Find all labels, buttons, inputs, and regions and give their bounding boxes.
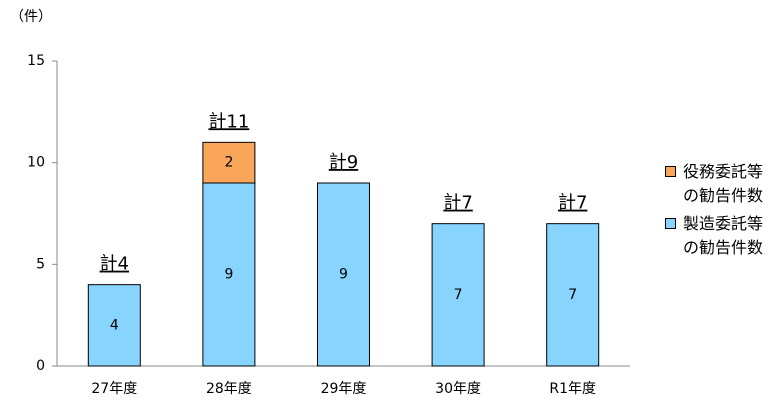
legend: 役務委託等の勧告件数 製造委託等の勧告件数 bbox=[665, 160, 765, 264]
bar-segment bbox=[431, 223, 485, 367]
total-label: 計9 bbox=[329, 152, 358, 173]
bar-segment bbox=[317, 182, 370, 367]
y-tick-label: 10 bbox=[27, 155, 45, 171]
data-label: 7 bbox=[568, 287, 577, 303]
data-label: 9 bbox=[224, 267, 233, 283]
bar-segment bbox=[87, 284, 141, 367]
bar-segment bbox=[202, 182, 256, 367]
legend-swatch bbox=[665, 218, 676, 229]
legend-label: 製造委託等の勧告件数 bbox=[683, 214, 764, 257]
bar-segment bbox=[546, 223, 600, 367]
data-label: 7 bbox=[454, 287, 463, 303]
total-label: 計11 bbox=[208, 111, 249, 132]
x-tick-label: 30年度 bbox=[435, 381, 481, 397]
legend-swatch bbox=[665, 166, 676, 177]
data-label: 9 bbox=[339, 267, 348, 283]
total-label: 計7 bbox=[558, 193, 587, 214]
data-label: 2 bbox=[224, 155, 233, 171]
total-label: 計7 bbox=[443, 193, 472, 214]
total-label: 計4 bbox=[100, 254, 129, 275]
y-tick-label: 15 bbox=[27, 53, 45, 69]
y-axis-label: （件） bbox=[10, 9, 52, 25]
x-tick-label: R1年度 bbox=[549, 381, 596, 397]
data-label: 4 bbox=[110, 317, 119, 333]
legend-item: 製造委託等の勧告件数 bbox=[665, 212, 765, 260]
x-tick-label: 27年度 bbox=[91, 381, 137, 397]
y-tick-label: 5 bbox=[36, 256, 45, 272]
x-tick-label: 29年度 bbox=[321, 381, 367, 397]
legend-label: 役務委託等の勧告件数 bbox=[683, 162, 764, 205]
y-tick-label: 0 bbox=[36, 358, 45, 374]
bar-segment bbox=[202, 141, 256, 184]
legend-item: 役務委託等の勧告件数 bbox=[665, 160, 765, 208]
x-tick-label: 28年度 bbox=[206, 381, 252, 397]
